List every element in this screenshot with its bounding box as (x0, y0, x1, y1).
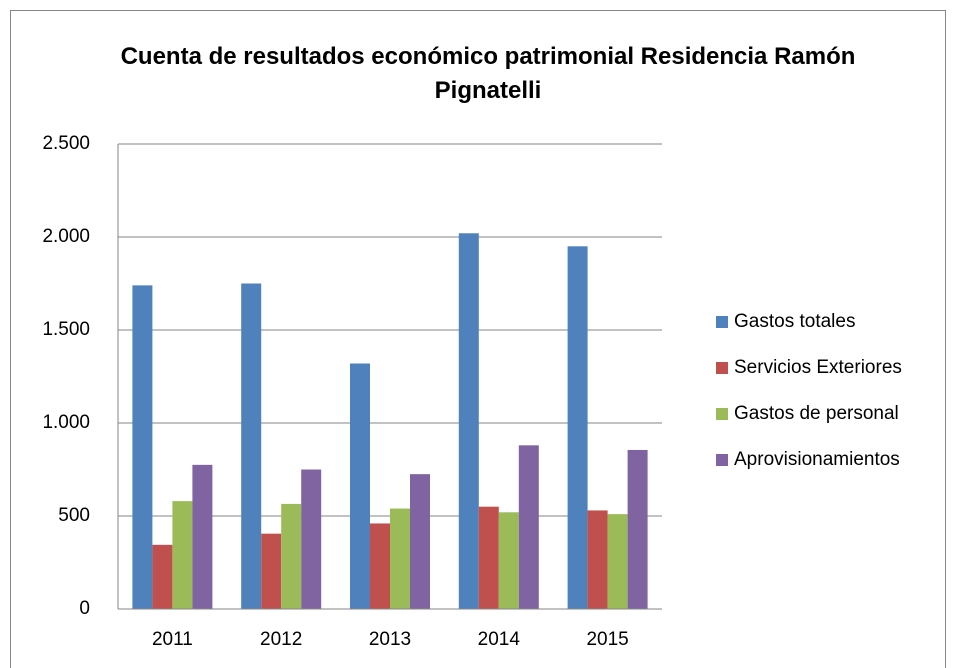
bar (390, 508, 410, 609)
bar (261, 533, 282, 609)
bar (567, 246, 588, 610)
x-tick-label: 2014 (478, 629, 521, 650)
bar (370, 523, 390, 609)
bar (241, 283, 262, 609)
legend-swatch (716, 316, 728, 328)
y-tick-label: 2.500 (42, 133, 90, 154)
x-tick-label: 2012 (260, 629, 302, 650)
bar (607, 514, 628, 609)
bar (350, 363, 370, 609)
legend-swatch (716, 408, 728, 420)
bar (281, 503, 302, 609)
y-tick-label: 500 (58, 505, 90, 526)
x-tick-label: 2015 (586, 629, 628, 650)
x-tick-label: 2011 (152, 629, 193, 650)
legend-swatch (716, 362, 728, 374)
legend-label: Gastos de personal (734, 403, 899, 424)
bar (132, 285, 153, 609)
chart-title: Cuenta de resultados económico patrimoni… (120, 43, 856, 104)
legend-label: Servicios Exteriores (734, 357, 902, 378)
bar (458, 233, 479, 609)
bar (587, 510, 608, 609)
bar (478, 506, 499, 609)
bar (172, 501, 193, 609)
bar (410, 474, 430, 609)
bar (498, 512, 519, 609)
bar (152, 544, 173, 609)
bar (192, 464, 213, 609)
y-tick-label: 1.500 (42, 319, 90, 340)
y-tick-label: 0 (79, 598, 90, 619)
bar (518, 445, 539, 609)
y-tick-label: 1.000 (42, 412, 90, 433)
x-tick-label: 2013 (369, 629, 411, 650)
legend-label: Aprovisionamientos (734, 449, 900, 470)
chart-border (10, 10, 946, 668)
bar (627, 449, 648, 609)
legend-label: Gastos totales (734, 311, 855, 332)
bar (301, 469, 322, 609)
legend-swatch (716, 454, 728, 466)
y-tick-label: 2.000 (42, 226, 90, 247)
